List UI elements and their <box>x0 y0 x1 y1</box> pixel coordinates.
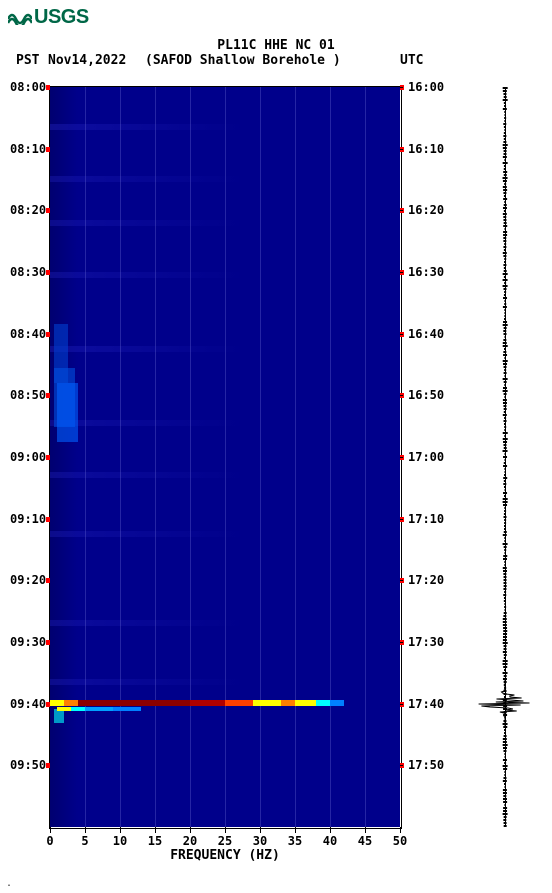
y-label-left: 09:40 <box>10 697 46 711</box>
seismogram-trace <box>470 87 540 827</box>
label-pst: PST <box>16 53 39 68</box>
x-tick-label: 20 <box>183 834 197 848</box>
y-label-right: 16:30 <box>408 265 444 279</box>
y-label-left: 08:00 <box>10 80 46 94</box>
y-label-right: 17:40 <box>408 697 444 711</box>
y-label-right: 16:40 <box>408 327 444 341</box>
spectrogram-background <box>50 87 400 827</box>
x-tick-label: 45 <box>358 834 372 848</box>
x-tick-label: 10 <box>113 834 127 848</box>
y-label-right: 16:20 <box>408 203 444 217</box>
wave-icon <box>8 7 32 29</box>
x-tick-label: 5 <box>81 834 88 848</box>
y-label-left: 08:40 <box>10 327 46 341</box>
footer-mark: . <box>6 878 12 889</box>
y-label-left: 08:30 <box>10 265 46 279</box>
usgs-logo: USGS <box>8 6 89 29</box>
y-label-left: 09:00 <box>10 450 46 464</box>
seismogram-event <box>470 678 540 728</box>
x-tick-label: 0 <box>46 834 53 848</box>
x-tick-label: 40 <box>323 834 337 848</box>
y-label-left: 08:20 <box>10 203 46 217</box>
spectrogram-plot <box>50 87 400 827</box>
y-label-right: 17:50 <box>408 758 444 772</box>
y-label-left: 08:10 <box>10 142 46 156</box>
label-station: (SAFOD Shallow Borehole ) <box>145 53 341 68</box>
y-label-right: 17:10 <box>408 512 444 526</box>
x-tick-label: 15 <box>148 834 162 848</box>
y-label-left: 09:30 <box>10 635 46 649</box>
y-label-right: 16:50 <box>408 388 444 402</box>
chart-title: PL11C HHE NC 01 <box>0 38 552 53</box>
x-tick-label: 50 <box>393 834 407 848</box>
x-tick-label: 30 <box>253 834 267 848</box>
y-label-right: 17:30 <box>408 635 444 649</box>
y-label-left: 08:50 <box>10 388 46 402</box>
y-label-right: 17:20 <box>408 573 444 587</box>
x-tick-label: 35 <box>288 834 302 848</box>
y-label-right: 16:00 <box>408 80 444 94</box>
y-label-left: 09:50 <box>10 758 46 772</box>
logo-text: USGS <box>34 6 89 29</box>
x-axis-title: FREQUENCY (HZ) <box>50 848 400 863</box>
y-label-left: 09:20 <box>10 573 46 587</box>
label-date: Nov14,2022 <box>48 53 126 68</box>
label-utc: UTC <box>400 53 423 68</box>
x-tick-label: 25 <box>218 834 232 848</box>
y-label-left: 09:10 <box>10 512 46 526</box>
y-label-right: 16:10 <box>408 142 444 156</box>
y-label-right: 17:00 <box>408 450 444 464</box>
